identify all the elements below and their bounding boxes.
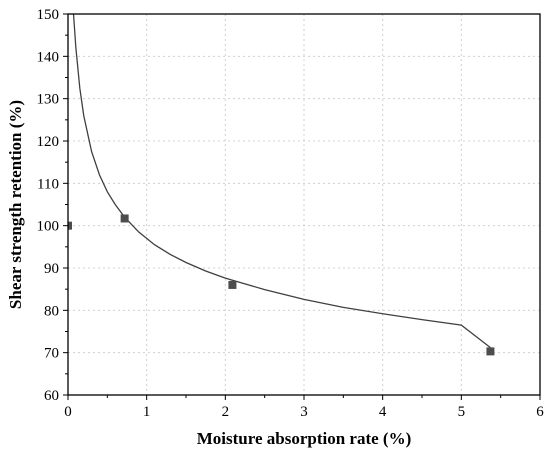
- x-tick-label: 1: [143, 404, 151, 420]
- data-point: [120, 214, 129, 223]
- x-axis-ticks: 0 1 2 3 4 5 6: [64, 395, 544, 420]
- x-tick-label: 4: [379, 404, 387, 420]
- data-point: [68, 221, 72, 230]
- y-axis-title: Shear strength retention (%): [6, 100, 25, 309]
- grid: [68, 14, 540, 395]
- x-tick-label: 3: [300, 404, 308, 420]
- y-axis-ticks: 60 70 80 90 100 110 120 130 140 150: [37, 7, 68, 404]
- fit-curve: [72, 14, 491, 349]
- y-tick-label: 120: [37, 134, 60, 150]
- y-tick-label: 90: [44, 261, 59, 277]
- x-tick-label: 6: [536, 404, 544, 420]
- y-tick-label: 70: [44, 346, 59, 362]
- y-tick-label: 130: [37, 92, 60, 108]
- data-point: [228, 280, 237, 289]
- x-tick-label: 5: [458, 404, 466, 420]
- y-tick-label: 100: [37, 219, 60, 235]
- y-tick-label: 80: [44, 303, 59, 319]
- y-tick-label: 60: [44, 388, 59, 404]
- y-tick-label: 150: [37, 7, 60, 23]
- x-tick-label: 0: [64, 404, 72, 420]
- data-points-layer: [68, 214, 495, 356]
- x-axis-title: Moisture absorption rate (%): [197, 429, 412, 448]
- y-tick-label: 140: [37, 49, 60, 65]
- y-tick-label: 110: [37, 176, 59, 192]
- x-tick-label: 2: [222, 404, 230, 420]
- data-point: [486, 347, 495, 356]
- fit-curve-layer: [72, 14, 491, 349]
